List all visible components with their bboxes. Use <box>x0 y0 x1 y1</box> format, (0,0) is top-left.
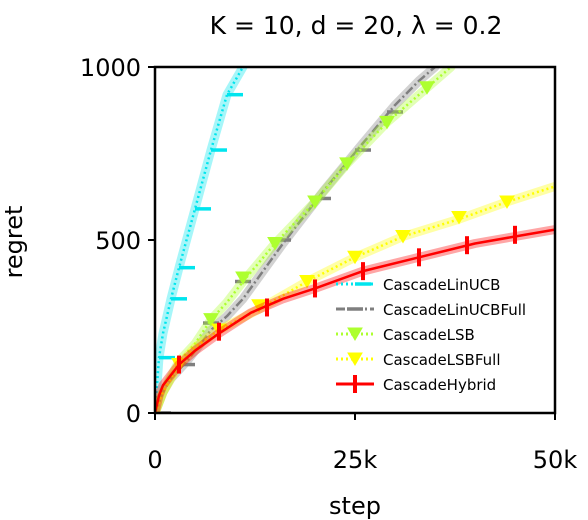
legend-entry-cascadelinucb: CascadeLinUCB <box>336 276 500 294</box>
data-point-cascadelsb <box>339 157 355 171</box>
x-tick-label: 25k <box>333 446 378 474</box>
y-tick-label: 0 <box>126 400 141 428</box>
plot-area <box>155 67 555 413</box>
legend-label: CascadeLinUCBFull <box>383 301 526 319</box>
y-tick-label: 500 <box>95 227 141 255</box>
data-point-cascadelsb <box>307 195 323 209</box>
legend: CascadeLinUCB CascadeLinUCBFull CascadeLSB… <box>336 276 526 394</box>
series-line-cascadelsbfull <box>155 185 555 413</box>
legend-label: CascadeLSBFull <box>383 351 501 369</box>
data-point-cascadelsb <box>379 115 395 130</box>
x-axis-label: step <box>329 492 381 520</box>
data-point-cascadelsb <box>267 236 283 251</box>
data-point-cascadelsbfull <box>395 230 411 244</box>
data-point-cascadelsbfull <box>251 299 267 313</box>
axes: 0 25k 50k 0 500 1000 <box>80 54 577 474</box>
x-tick-label: 0 <box>147 446 162 474</box>
x-tick-label: 50k <box>533 446 578 474</box>
data-point-cascadelsbfull <box>299 275 315 289</box>
legend-label: CascadeLinUCB <box>383 276 500 294</box>
y-tick-label: 1000 <box>80 54 141 82</box>
data-point-cascadelsb <box>203 313 219 327</box>
legend-entry-cascadelsbfull: CascadeLSBFull <box>336 351 501 369</box>
series-cascadehybrid <box>155 225 555 413</box>
data-point-cascadelsb <box>419 81 435 95</box>
series-band-cascadelinucb <box>155 67 248 413</box>
data-point-cascadelsb <box>235 271 251 286</box>
legend-entry-cascadelsb: CascadeLSB <box>336 326 475 344</box>
data-point-cascadelsbfull <box>451 211 467 225</box>
legend-label: CascadeHybrid <box>383 376 496 394</box>
series-cascadelinucb <box>155 67 248 413</box>
data-point-cascadelsbfull <box>499 195 515 209</box>
series-line-cascadelinucb <box>155 67 245 413</box>
legend-swatch-marker <box>347 352 363 366</box>
legend-swatch-marker <box>347 327 363 341</box>
legend-entry-cascadehybrid: CascadeHybrid <box>336 375 496 394</box>
series-line-cascadelinucbfull <box>155 67 436 413</box>
data-point-cascadelsbfull <box>347 250 363 265</box>
chart-title: K = 10, d = 20, λ = 0.2 <box>210 11 503 40</box>
legend-entry-cascadelinucbfull: CascadeLinUCBFull <box>336 301 526 319</box>
legend-label: CascadeLSB <box>383 326 475 344</box>
y-axis-label: regret <box>0 206 28 279</box>
